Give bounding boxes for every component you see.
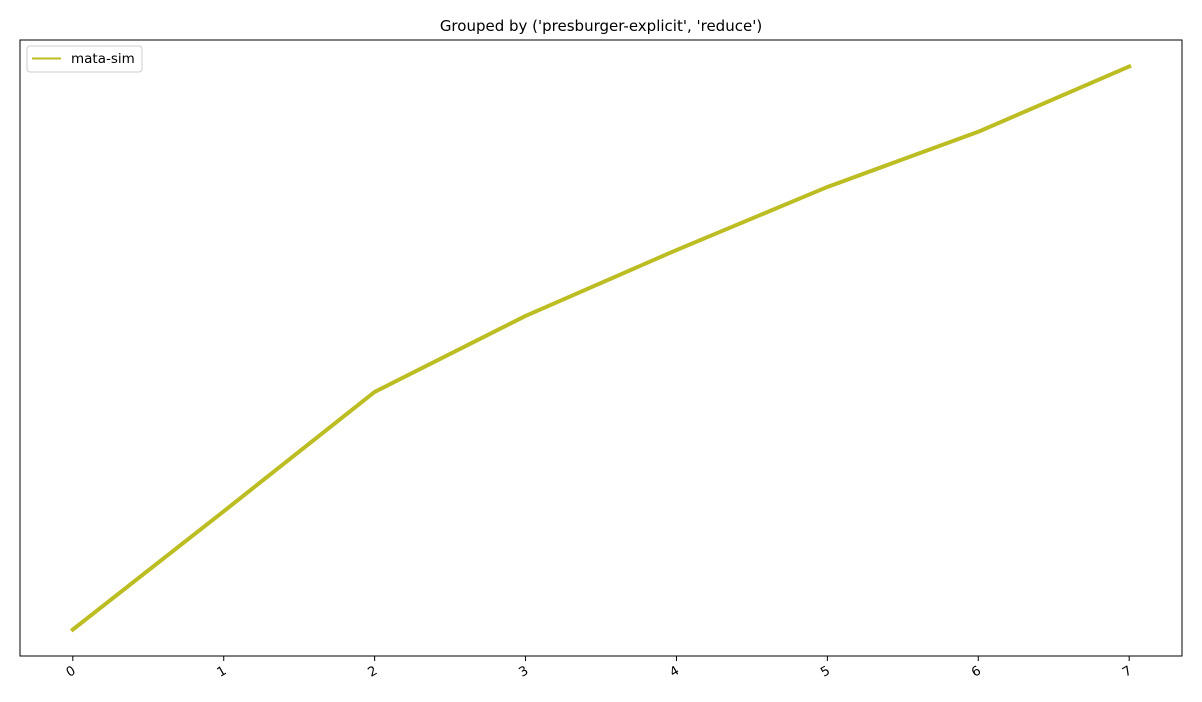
x-tick-label-4: 4: [667, 663, 682, 680]
x-tick-label-2: 2: [366, 663, 381, 680]
x-tick-label-7: 7: [1120, 663, 1135, 680]
x-tick-label-3: 3: [516, 663, 531, 680]
legend-box: [26, 45, 143, 73]
chart-title: Grouped by ('presburger-explicit', 'redu…: [440, 17, 762, 35]
x-tick-label-1: 1: [215, 663, 230, 680]
series-line-mata-sim: [70, 63, 1132, 633]
x-tick-label-0: 0: [64, 663, 79, 680]
x-tick-label-6: 6: [969, 663, 984, 680]
series-layer: [70, 63, 1132, 633]
x-tick-label-5: 5: [818, 663, 833, 680]
legend-label-mata-sim: mata-sim: [71, 51, 135, 67]
legend: mata-sim: [26, 45, 143, 73]
x-axis: 0 1 2 3 4 5 6 7: [64, 656, 1135, 681]
plot-frame: [19, 39, 1183, 657]
